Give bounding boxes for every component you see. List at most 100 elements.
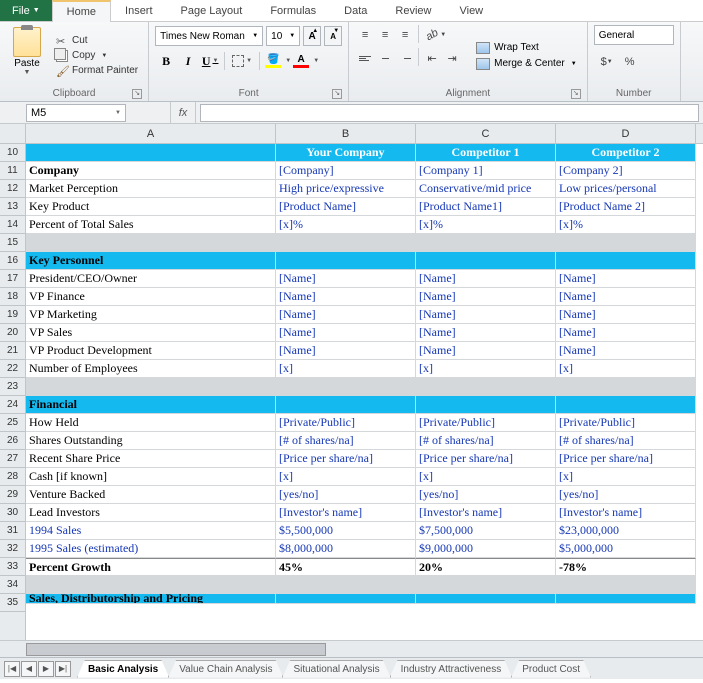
cell[interactable] bbox=[556, 252, 696, 270]
bold-button[interactable]: B bbox=[155, 51, 177, 71]
tab-pagelayout[interactable]: Page Layout bbox=[167, 0, 257, 21]
row-header[interactable]: 24 bbox=[0, 396, 25, 414]
row-header[interactable]: 23 bbox=[0, 378, 25, 396]
sheet-tab[interactable]: Situational Analysis bbox=[282, 660, 390, 678]
cell[interactable]: [Name] bbox=[276, 324, 416, 342]
row-header[interactable]: 35 bbox=[0, 594, 25, 612]
row-header[interactable]: 30 bbox=[0, 504, 25, 522]
orientation-button[interactable]: ab▼ bbox=[422, 25, 450, 45]
cell[interactable]: [x] bbox=[276, 468, 416, 486]
cell[interactable]: [Name] bbox=[556, 288, 696, 306]
fill-color-button[interactable]: 🪣▼ bbox=[263, 51, 291, 71]
sheet-nav-next[interactable]: ▶ bbox=[38, 661, 54, 677]
font-color-button[interactable]: A▼ bbox=[291, 51, 319, 71]
cell[interactable]: [# of shares/na] bbox=[276, 432, 416, 450]
col-header-d[interactable]: D bbox=[556, 124, 696, 143]
cell[interactable]: [Name] bbox=[556, 270, 696, 288]
tab-formulas[interactable]: Formulas bbox=[256, 0, 330, 21]
sheet-tab[interactable]: Product Cost bbox=[511, 660, 591, 678]
font-name-combo[interactable]: Times New Roman▼ bbox=[155, 26, 263, 46]
align-right-button[interactable] bbox=[395, 48, 415, 68]
cell[interactable]: [Product Name1] bbox=[416, 198, 556, 216]
cell[interactable] bbox=[276, 378, 416, 396]
cell[interactable] bbox=[416, 252, 556, 270]
cell[interactable]: Sales, Distributorship and Pricing bbox=[26, 594, 276, 604]
cell[interactable]: $5,500,000 bbox=[276, 522, 416, 540]
cell[interactable] bbox=[416, 234, 556, 252]
row-header[interactable]: 16 bbox=[0, 252, 25, 270]
row-header[interactable]: 21 bbox=[0, 342, 25, 360]
row-header[interactable]: 27 bbox=[0, 450, 25, 468]
cell[interactable]: 1994 Sales bbox=[26, 522, 276, 540]
underline-button[interactable]: U▼ bbox=[199, 51, 221, 71]
cell[interactable]: [Name] bbox=[416, 324, 556, 342]
cell[interactable]: [# of shares/na] bbox=[556, 432, 696, 450]
cell[interactable]: $5,000,000 bbox=[556, 540, 696, 558]
cell[interactable]: [Product Name 2] bbox=[556, 198, 696, 216]
tab-insert[interactable]: Insert bbox=[111, 0, 167, 21]
insert-function-button[interactable]: fx bbox=[170, 102, 196, 123]
row-header[interactable]: 10 bbox=[0, 144, 25, 162]
cell[interactable]: [Name] bbox=[556, 306, 696, 324]
cell[interactable]: Financial bbox=[26, 396, 276, 414]
row-header[interactable]: 20 bbox=[0, 324, 25, 342]
cell[interactable]: Venture Backed bbox=[26, 486, 276, 504]
wrap-text-button[interactable]: Wrap Text bbox=[472, 41, 581, 55]
cell[interactable]: VP Marketing bbox=[26, 306, 276, 324]
cell[interactable]: Low prices/personal bbox=[556, 180, 696, 198]
row-header[interactable]: 14 bbox=[0, 216, 25, 234]
sheet-nav-prev[interactable]: ◀ bbox=[21, 661, 37, 677]
cell[interactable]: 1995 Sales (estimated) bbox=[26, 540, 276, 558]
cell[interactable]: Market Perception bbox=[26, 180, 276, 198]
cell[interactable]: [Name] bbox=[276, 270, 416, 288]
cell[interactable]: $9,000,000 bbox=[416, 540, 556, 558]
align-left-button[interactable] bbox=[355, 48, 375, 68]
cell[interactable]: [x] bbox=[276, 360, 416, 378]
cell[interactable]: [Private/Public] bbox=[276, 414, 416, 432]
cell[interactable]: [Name] bbox=[276, 342, 416, 360]
cell[interactable]: [yes/no] bbox=[556, 486, 696, 504]
tab-data[interactable]: Data bbox=[330, 0, 381, 21]
cell[interactable]: $8,000,000 bbox=[276, 540, 416, 558]
cell[interactable]: [x]% bbox=[276, 216, 416, 234]
row-header[interactable]: 12 bbox=[0, 180, 25, 198]
row-header[interactable]: 11 bbox=[0, 162, 25, 180]
col-header-a[interactable]: A bbox=[26, 124, 276, 143]
cell[interactable]: [x] bbox=[556, 468, 696, 486]
cell[interactable]: [x]% bbox=[556, 216, 696, 234]
row-header[interactable]: 19 bbox=[0, 306, 25, 324]
cell[interactable] bbox=[26, 576, 276, 594]
cell[interactable] bbox=[416, 378, 556, 396]
cell[interactable] bbox=[26, 234, 276, 252]
cell[interactable]: Shares Outstanding bbox=[26, 432, 276, 450]
decrease-indent-button[interactable]: ⇤ bbox=[422, 48, 442, 68]
cell[interactable] bbox=[556, 378, 696, 396]
col-header-c[interactable]: C bbox=[416, 124, 556, 143]
cell[interactable] bbox=[276, 234, 416, 252]
cell[interactable]: [Investor's name] bbox=[416, 504, 556, 522]
cell[interactable] bbox=[416, 594, 556, 604]
cell[interactable]: [Investor's name] bbox=[556, 504, 696, 522]
number-format-combo[interactable]: General bbox=[594, 25, 674, 45]
cell[interactable]: Your Company bbox=[276, 144, 416, 162]
grow-font-button[interactable]: A▲ bbox=[303, 26, 321, 46]
font-size-combo[interactable]: 10▼ bbox=[266, 26, 300, 46]
paste-button[interactable]: Paste ▼ bbox=[6, 25, 48, 86]
cell[interactable]: [Company 1] bbox=[416, 162, 556, 180]
cell[interactable]: [Name] bbox=[556, 342, 696, 360]
cell[interactable] bbox=[276, 252, 416, 270]
row-header[interactable]: 18 bbox=[0, 288, 25, 306]
cell[interactable] bbox=[556, 396, 696, 414]
cell[interactable]: [yes/no] bbox=[416, 486, 556, 504]
cell[interactable]: -78% bbox=[556, 558, 696, 576]
cell[interactable]: President/CEO/Owner bbox=[26, 270, 276, 288]
cell[interactable]: VP Finance bbox=[26, 288, 276, 306]
select-all-corner[interactable] bbox=[0, 124, 26, 144]
cell[interactable] bbox=[276, 576, 416, 594]
row-header[interactable]: 34 bbox=[0, 576, 25, 594]
cell[interactable] bbox=[556, 234, 696, 252]
align-bottom-button[interactable]: ≡ bbox=[395, 25, 415, 45]
cell[interactable]: [Price per share/na] bbox=[556, 450, 696, 468]
cell[interactable] bbox=[416, 396, 556, 414]
row-header[interactable]: 32 bbox=[0, 540, 25, 558]
